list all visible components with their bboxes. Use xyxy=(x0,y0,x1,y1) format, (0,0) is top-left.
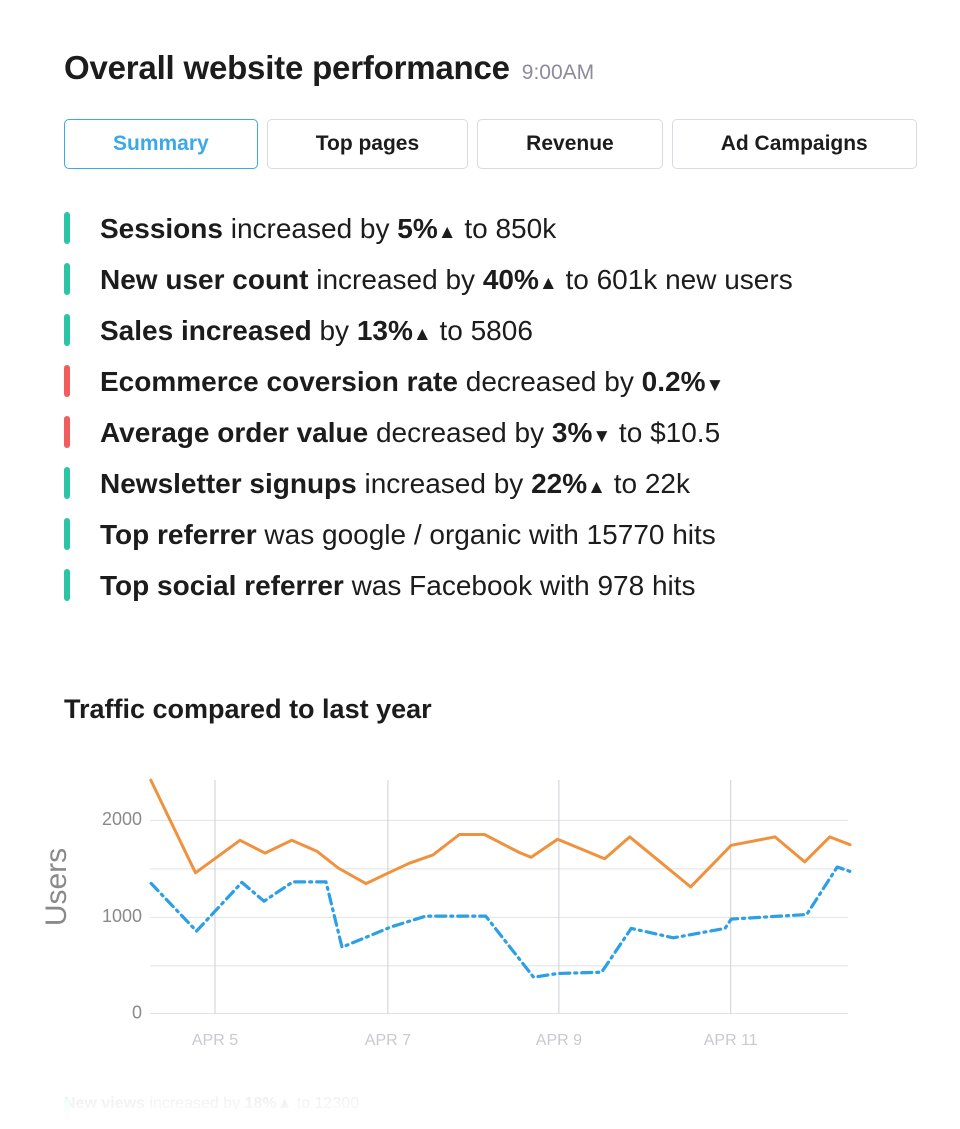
svg-text:APR 5: APR 5 xyxy=(192,1032,238,1049)
svg-text:APR 7: APR 7 xyxy=(365,1032,411,1049)
svg-text:APR 9: APR 9 xyxy=(536,1032,582,1049)
svg-text:0: 0 xyxy=(132,1003,142,1023)
svg-text:Users: Users xyxy=(40,848,73,926)
svg-text:2000: 2000 xyxy=(102,809,142,829)
svg-text:APR 11: APR 11 xyxy=(704,1032,758,1049)
svg-text:1000: 1000 xyxy=(102,906,142,926)
